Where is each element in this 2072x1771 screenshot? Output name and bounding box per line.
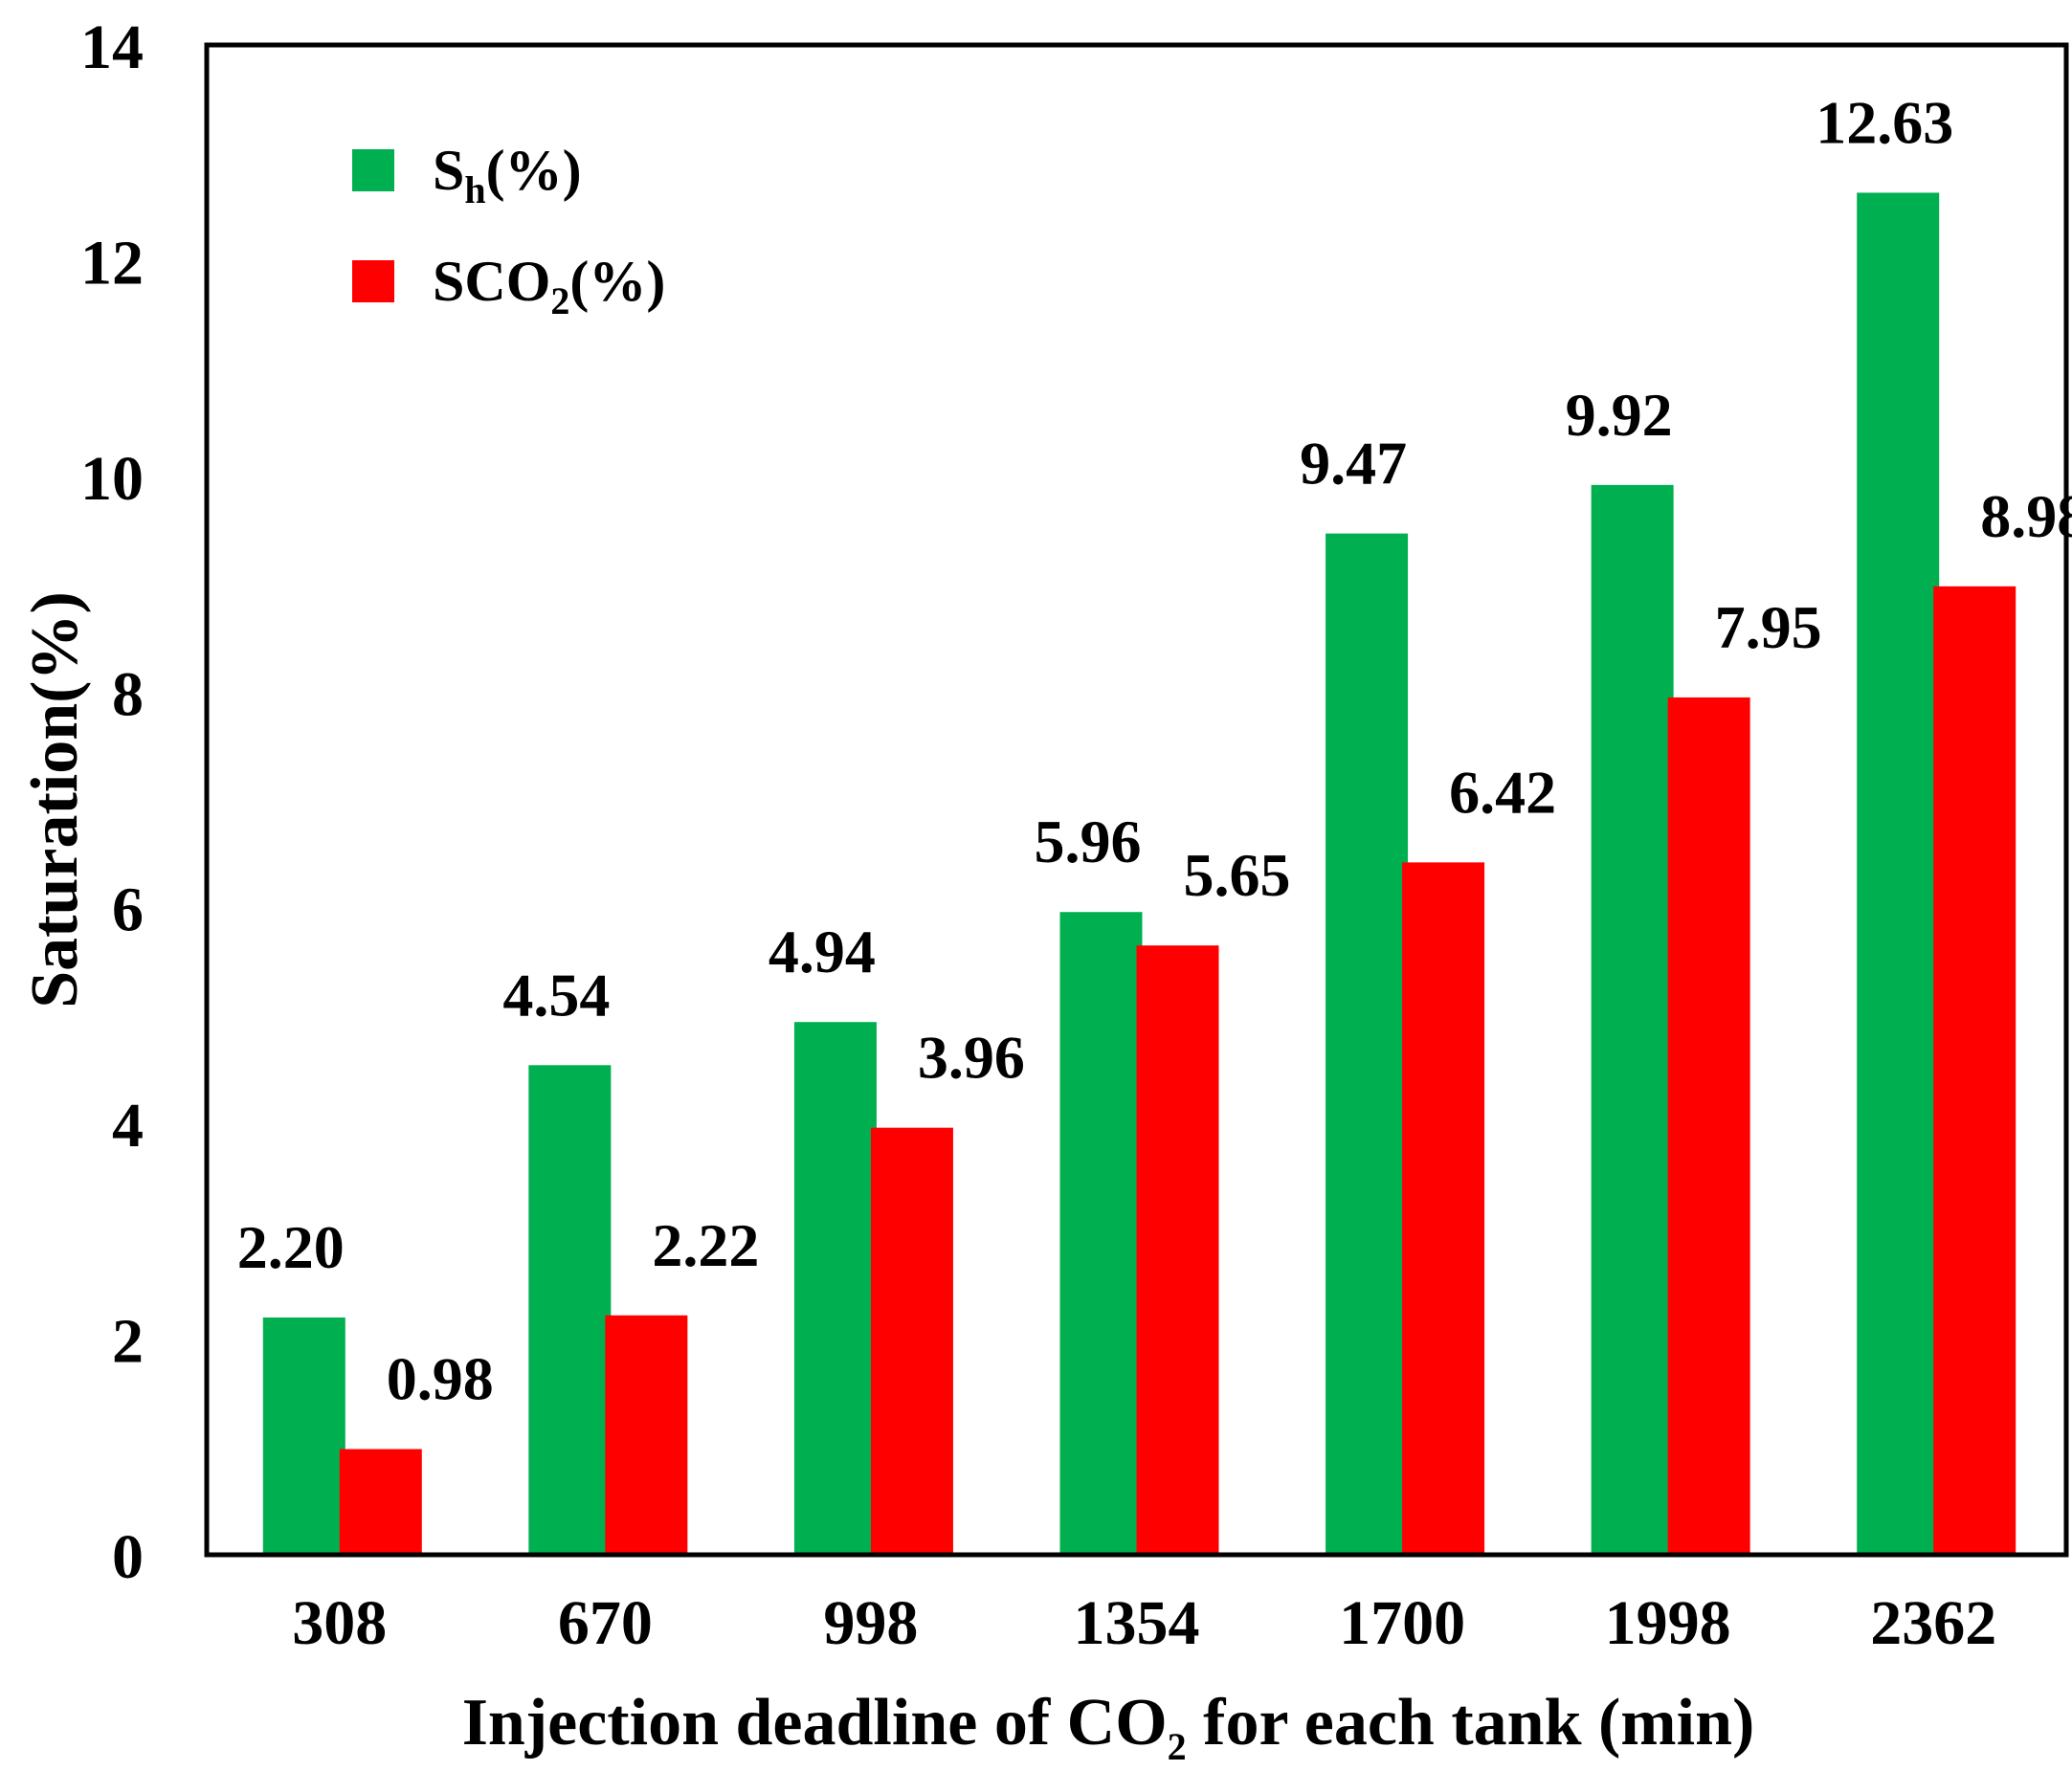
legend-sco2-sub: 2 xyxy=(550,279,569,322)
data-label-sco2-998: 3.96 xyxy=(918,1024,1025,1092)
bar-sh-1354 xyxy=(1059,912,1143,1555)
data-label-sco2-2362: 8.98 xyxy=(1980,482,2072,550)
bar-sh-998 xyxy=(793,1022,877,1555)
data-label-sco2-1700: 6.42 xyxy=(1449,758,1556,826)
legend-label-sh: Sh(%) xyxy=(433,139,582,211)
bar-sh-670 xyxy=(528,1065,612,1555)
bar-sco2-1998 xyxy=(1667,697,1750,1555)
data-label-sco2-308: 0.98 xyxy=(387,1345,494,1413)
y-tick-label-12: 12 xyxy=(80,228,144,298)
legend-sh-rest: (%) xyxy=(486,139,582,202)
legend-label-sco2: SCO2(%) xyxy=(433,250,665,322)
legend-sh-sub: h xyxy=(464,168,485,211)
bar-group xyxy=(262,192,2016,1556)
bar-sh-1998 xyxy=(1591,484,1674,1556)
y-tick-label-0: 0 xyxy=(112,1522,144,1592)
bar-sco2-998 xyxy=(870,1127,953,1555)
x-tick-label-1998: 1998 xyxy=(1605,1588,1731,1658)
legend: Sh(%) SCO2(%) xyxy=(352,139,665,322)
bar-sco2-2362 xyxy=(1933,586,2016,1555)
bar-sco2-670 xyxy=(605,1315,688,1555)
data-label-sh-670: 4.54 xyxy=(502,961,610,1029)
data-label-sh-1998: 9.92 xyxy=(1566,381,1673,449)
x-axis-title-before: Injection deadline of CO xyxy=(462,1686,1168,1760)
data-label-sh-1354: 5.96 xyxy=(1035,808,1142,875)
x-axis-title-sub: 2 xyxy=(1168,1725,1187,1768)
legend-swatch-sh xyxy=(352,149,394,191)
data-label-sh-308: 2.20 xyxy=(237,1213,345,1281)
plot-frame xyxy=(204,42,2069,1558)
y-tick-label-4: 4 xyxy=(112,1091,144,1161)
bar-sco2-1354 xyxy=(1136,945,1219,1555)
data-label-sco2-1354: 5.65 xyxy=(1184,841,1291,909)
x-axis-title-after: for each tank (min) xyxy=(1187,1686,1755,1760)
x-tick-label-2362: 2362 xyxy=(1870,1588,1996,1658)
data-label-sh-2362: 12.63 xyxy=(1816,88,1953,156)
data-label-sco2-1998: 7.95 xyxy=(1715,593,1822,661)
x-axis-title: Injection deadline of CO2 for each tank … xyxy=(462,1686,1755,1768)
legend-sh-main: S xyxy=(433,139,464,202)
tick-group: 308 670 998 1354 1700 1998 2362 0 2 4 6 8 10 12 14 xyxy=(80,12,1996,1658)
y-tick-label-14: 14 xyxy=(80,12,144,82)
legend-sco2-rest: (%) xyxy=(569,250,665,313)
data-label-sh-1700: 9.47 xyxy=(1300,430,1407,498)
data-label-sh-998: 4.94 xyxy=(769,918,876,985)
y-tick-label-8: 8 xyxy=(112,659,144,729)
legend-sco2-main: SCO xyxy=(433,250,550,313)
x-tick-label-308: 308 xyxy=(292,1588,387,1658)
y-axis-title: Saturation(%) xyxy=(18,591,92,1008)
bar-sco2-1700 xyxy=(1402,862,1485,1555)
x-tick-label-1700: 1700 xyxy=(1339,1588,1465,1658)
x-tick-label-998: 998 xyxy=(823,1588,918,1658)
bar-sco2-308 xyxy=(339,1449,422,1555)
bar-sh-2362 xyxy=(1857,192,1940,1555)
bar-sh-308 xyxy=(262,1317,345,1555)
bar-sh-1700 xyxy=(1326,533,1409,1555)
y-tick-label-2: 2 xyxy=(112,1307,144,1377)
x-tick-label-1354: 1354 xyxy=(1074,1588,1200,1658)
x-tick-label-670: 670 xyxy=(558,1588,653,1658)
data-label-sco2-670: 2.22 xyxy=(652,1211,759,1279)
y-tick-label-10: 10 xyxy=(80,444,144,514)
y-tick-label-6: 6 xyxy=(112,875,144,945)
data-label-group: 2.20 0.98 4.54 2.22 4.94 3.96 5.96 5.65 9.47 6.42… xyxy=(237,88,2072,1412)
legend-swatch-sco2 xyxy=(352,260,394,302)
